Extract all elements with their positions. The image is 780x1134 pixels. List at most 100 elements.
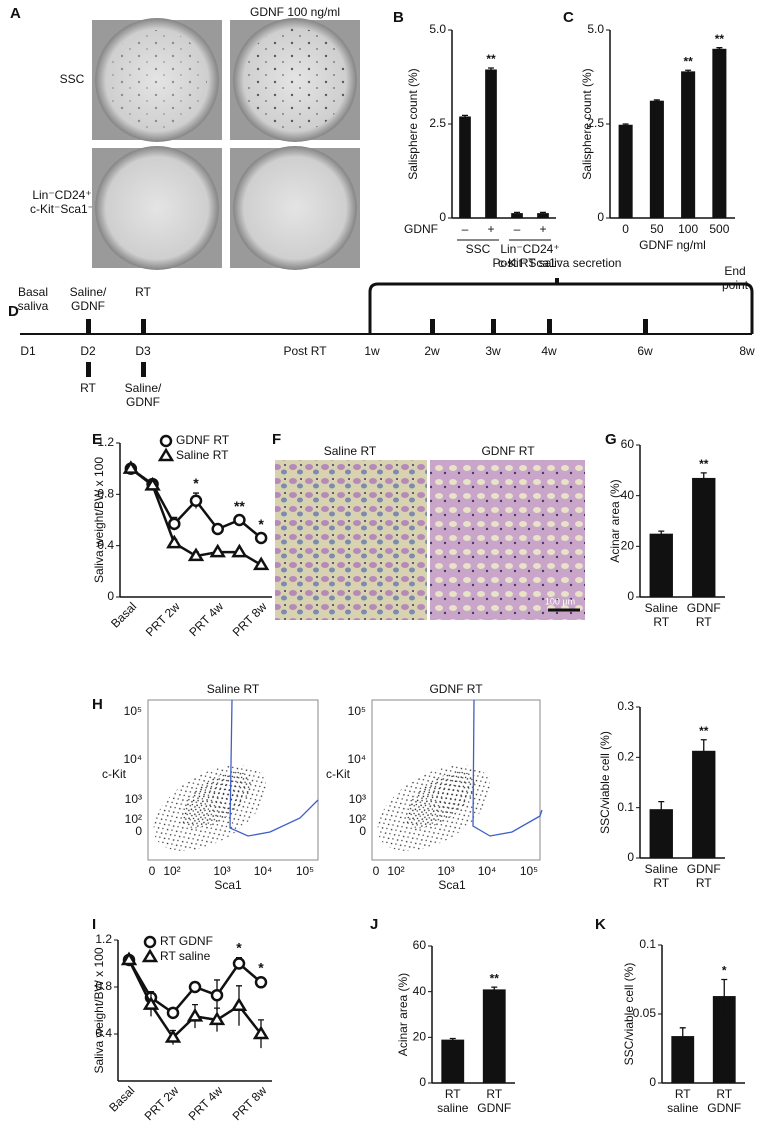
y-tick-label: 0.05 xyxy=(633,1006,657,1020)
x-axis-label: Sca1 xyxy=(438,878,466,892)
point xyxy=(233,513,246,527)
event-label: End point xyxy=(722,264,749,292)
point xyxy=(231,543,248,558)
error-bar xyxy=(462,114,468,118)
panel-label: G xyxy=(605,431,617,448)
point xyxy=(157,447,175,462)
y-tick-label: 20 xyxy=(621,539,635,553)
x-tick-label: RT saline xyxy=(437,1087,469,1115)
point xyxy=(120,951,138,966)
point xyxy=(252,556,270,571)
week-label: 4w xyxy=(541,344,557,358)
y-tick-label: 0 xyxy=(359,824,366,838)
y-tick-label: 0.4 xyxy=(95,1026,112,1040)
x-tick-label: 100 xyxy=(678,222,698,236)
bar xyxy=(485,69,497,218)
error-bar xyxy=(540,211,546,214)
plot-title: Saline RT xyxy=(207,682,260,696)
x-tick-label: RT GDNF xyxy=(477,1087,511,1115)
week-label: 6w xyxy=(637,344,653,358)
x-tick-label: 10³ xyxy=(213,864,230,878)
y-tick-label: 0 xyxy=(649,1075,656,1089)
point xyxy=(142,996,160,1010)
y-tick-label: 0.4 xyxy=(97,538,114,552)
error-bar xyxy=(658,800,665,817)
error-bar xyxy=(622,123,629,126)
y-tick-label: 1.2 xyxy=(95,932,112,946)
image-title: Saline RT xyxy=(324,444,377,458)
y-tick-label: 10² xyxy=(349,812,366,826)
day-label: Post RT xyxy=(283,344,327,358)
x-tick-label: PRT 4w xyxy=(186,1083,226,1123)
column-header: GDNF 100 ng/ml xyxy=(250,5,340,19)
y-tick-label: 0 xyxy=(135,824,142,838)
week-label: 8w xyxy=(739,344,755,358)
bar xyxy=(671,1036,695,1083)
event-label: Saline/GDNF xyxy=(125,381,162,409)
event-cloud xyxy=(181,771,251,829)
panel-label: A xyxy=(10,5,21,22)
point xyxy=(141,948,159,963)
bracket xyxy=(368,282,754,334)
event-bar xyxy=(643,319,648,334)
bar xyxy=(618,124,633,218)
x-tick-label: GDNF RT xyxy=(687,862,721,890)
y-tick-label: 2.5 xyxy=(587,116,604,130)
y-axis-label: SSC/viable cell (%) xyxy=(598,731,612,834)
y-tick-label: 0.2 xyxy=(617,750,634,764)
significance: * xyxy=(258,959,264,975)
point xyxy=(168,517,181,531)
panel-label: C xyxy=(563,9,574,26)
bar xyxy=(649,809,673,858)
x-tick-label: 10² xyxy=(387,864,404,878)
y-tick-label: 0.8 xyxy=(97,487,114,501)
bar xyxy=(537,213,549,218)
x-tick-label: Saline RT xyxy=(645,862,679,890)
x-tick-label: RT saline xyxy=(667,1087,699,1115)
panel-label: I xyxy=(92,916,96,933)
x-row-label: GDNF xyxy=(404,222,438,236)
y-tick-label: 60 xyxy=(621,437,635,451)
y-axis-label: Acinar area (%) xyxy=(608,479,622,562)
panel-label: H xyxy=(92,696,103,713)
week-label: 3w xyxy=(485,344,501,358)
event-bar xyxy=(86,319,91,334)
significance: ** xyxy=(490,971,500,985)
x-tick-label: 10⁴ xyxy=(478,864,497,878)
y-tick-label: 0 xyxy=(627,589,634,603)
point xyxy=(159,434,173,448)
y-tick-label: 10⁴ xyxy=(123,752,142,766)
phase-label: Post RT saliva secretion xyxy=(493,256,622,270)
point xyxy=(122,460,140,474)
error-bar xyxy=(491,986,498,992)
colonies xyxy=(107,30,207,130)
point xyxy=(187,547,205,562)
point xyxy=(188,980,202,994)
gate xyxy=(229,699,319,837)
legend-label: GDNF RT xyxy=(176,433,230,447)
point xyxy=(166,534,183,549)
colonies xyxy=(243,28,347,132)
error-bar xyxy=(488,67,494,71)
x-tick-label: GDNF RT xyxy=(687,601,721,629)
panel-a: A GDNF 100 ng/ml SSC Lin⁻CD24⁺ c-Kit⁻Sca1… xyxy=(10,5,360,270)
panel-label: D xyxy=(8,303,19,320)
y-axis-label: Salisphere count (%) xyxy=(580,68,594,179)
y-tick-label: 0 xyxy=(627,850,634,864)
panel-label: K xyxy=(595,916,606,933)
point xyxy=(254,531,268,545)
bar xyxy=(459,116,471,218)
histology-image xyxy=(275,460,427,620)
y-axis-label: Salisphere count (%) xyxy=(406,68,420,179)
significance: * xyxy=(236,939,242,955)
x-tick-label: – xyxy=(514,222,521,236)
significance: ** xyxy=(486,52,496,66)
event-bar xyxy=(491,319,496,334)
y-tick-label: 0 xyxy=(107,589,114,603)
group-label: Lin⁻CD24⁺ c-Kit⁻Sca1⁻ xyxy=(498,242,562,270)
x-tick-label: PRT 2w xyxy=(142,1083,182,1123)
day-label: D1 xyxy=(20,344,36,358)
y-tick-label: 1.2 xyxy=(97,435,114,449)
significance: * xyxy=(258,516,264,532)
